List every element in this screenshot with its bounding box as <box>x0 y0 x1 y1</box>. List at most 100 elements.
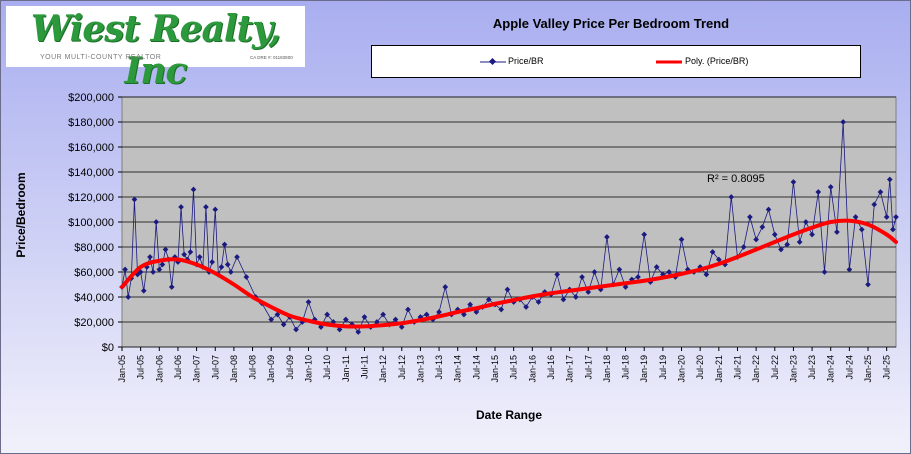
data-point <box>209 259 215 265</box>
chart-legend: Price/BR Poly. (Price/BR) <box>371 45 861 78</box>
data-point <box>893 214 899 220</box>
data-point <box>641 231 648 238</box>
data-point <box>778 246 784 253</box>
poly-trend-line <box>120 218 898 329</box>
data-point <box>159 261 166 268</box>
data-point <box>840 119 846 125</box>
data-point <box>728 194 735 200</box>
x-tick-label: Jan-23 <box>788 355 798 383</box>
chart-title: Apple Valley Price Per Bedroom Trend <box>492 16 730 31</box>
data-point <box>498 306 505 313</box>
x-tick-label: Jan-14 <box>453 355 463 383</box>
data-point <box>591 269 598 275</box>
data-point <box>504 286 511 293</box>
data-point <box>635 274 641 280</box>
data-point <box>784 241 791 248</box>
data-point <box>436 309 442 315</box>
x-tick-label: Jul-22 <box>770 355 780 380</box>
data-point <box>293 326 299 333</box>
legend-marker-poly <box>656 60 682 64</box>
data-point <box>234 254 240 260</box>
logo-license: CA DRE #: 01183800 <box>250 55 293 60</box>
data-point <box>815 189 822 195</box>
data-point <box>218 264 225 270</box>
y-tick-label: $200,000 <box>68 92 114 104</box>
data-point <box>305 299 312 305</box>
data-point <box>579 274 585 280</box>
y-tick-label: $160,000 <box>68 142 114 154</box>
company-logo: Wiest Realty, Inc YOUR MULTI-COUNTY REAL… <box>6 6 305 92</box>
data-point <box>890 226 896 233</box>
data-point <box>821 269 828 275</box>
x-tick-label: Jul-15 <box>509 355 519 380</box>
data-point <box>886 176 893 183</box>
data-point <box>274 311 281 318</box>
x-tick-label: Jul-09 <box>285 355 295 380</box>
data-point <box>467 301 473 308</box>
data-point <box>765 206 772 213</box>
x-tick-label: Jan-20 <box>677 355 687 383</box>
legend-label-price-br: Price/BR <box>508 56 544 66</box>
data-point <box>883 214 890 220</box>
x-tick-label: Jan-13 <box>415 355 425 383</box>
data-point <box>398 324 405 330</box>
y-tick-label: $100,000 <box>68 217 114 229</box>
x-tick-label: Jan-22 <box>751 355 761 383</box>
y-axis-ticks: $0 $20,000 $40,000 $60,000 $80,000 $100,000 $1… <box>68 92 122 354</box>
data-point <box>653 264 660 270</box>
data-point <box>280 321 287 328</box>
data-point <box>622 284 629 290</box>
data-point <box>361 314 368 320</box>
y-tick-label: $20,000 <box>74 317 114 329</box>
x-tick-label: Jan-10 <box>304 355 314 383</box>
x-tick-label: Jul-19 <box>658 355 668 380</box>
data-point <box>554 271 561 278</box>
data-point <box>224 261 231 268</box>
data-point <box>753 236 759 243</box>
data-point <box>190 186 197 193</box>
data-point <box>227 269 234 275</box>
data-point <box>122 266 128 273</box>
x-tick-label: Jul-05 <box>136 355 146 380</box>
x-tick-label: Jan-07 <box>192 355 202 383</box>
x-tick-label: Jan-21 <box>714 355 724 383</box>
data-point <box>374 319 380 325</box>
data-point <box>485 296 492 303</box>
x-tick-label: Jan-12 <box>378 355 388 383</box>
data-point <box>858 226 865 233</box>
x-tick-label: Jul-08 <box>248 355 258 380</box>
data-point <box>405 306 411 313</box>
data-point <box>877 189 884 195</box>
x-axis-ticks: Jan-05 Jul-05 Jan-06 Jul-06 Jan-07 Jul-07 Jan-… <box>117 347 892 383</box>
data-point <box>834 229 840 235</box>
data-point <box>803 219 809 225</box>
data-point <box>243 274 250 280</box>
data-point <box>131 196 138 203</box>
data-point <box>212 206 219 213</box>
legend-label-poly: Poly. (Price/BR) <box>685 56 749 66</box>
logo-wordmark: Wiest Realty, Inc <box>30 8 281 92</box>
x-tick-label: Jul-25 <box>882 355 892 380</box>
x-tick-label: Jan-06 <box>154 355 164 383</box>
data-point <box>442 284 449 290</box>
data-point <box>666 269 672 275</box>
data-point <box>187 249 194 255</box>
data-point <box>616 266 623 273</box>
x-tick-label: Jan-05 <box>117 355 127 383</box>
x-tick-label: Jan-09 <box>266 355 276 383</box>
x-tick-label: Jan-17 <box>565 355 575 383</box>
data-point <box>392 316 399 323</box>
data-point <box>871 201 878 208</box>
data-point <box>740 244 747 250</box>
y-tick-label: $60,000 <box>74 267 114 279</box>
data-point <box>852 214 859 220</box>
x-tick-label: Jul-21 <box>732 355 742 380</box>
data-point <box>342 316 349 323</box>
x-tick-label: Jul-20 <box>695 355 705 380</box>
data-point <box>125 294 132 300</box>
data-point <box>423 311 430 318</box>
x-axis-title: Date Range <box>476 408 542 422</box>
data-point <box>147 254 153 260</box>
